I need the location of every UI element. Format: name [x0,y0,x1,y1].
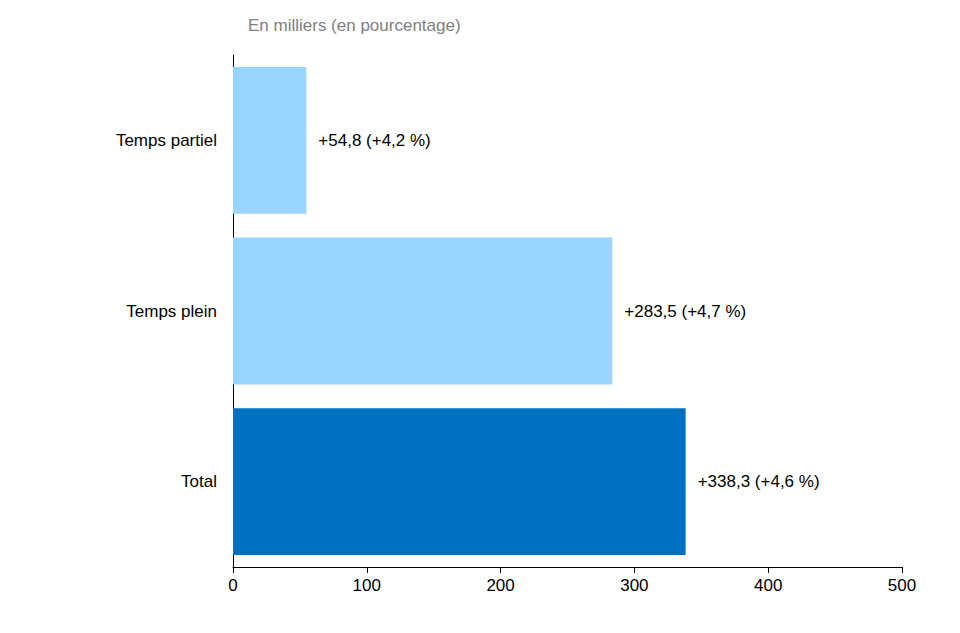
svg-text:Temps partiel: Temps partiel [116,131,217,150]
svg-text:+54,8 (+4,2 %): +54,8 (+4,2 %) [318,131,430,150]
svg-text:+338,3 (+4,6 %): +338,3 (+4,6 %) [698,472,820,491]
svg-text:100: 100 [353,576,381,595]
svg-text:200: 200 [486,576,514,595]
svg-text:300: 300 [620,576,648,595]
svg-text:+283,5 (+4,7 %): +283,5 (+4,7 %) [624,302,746,321]
svg-text:En milliers (en pourcentage): En milliers (en pourcentage) [248,16,461,35]
svg-text:400: 400 [754,576,782,595]
svg-text:Total: Total [181,472,217,491]
svg-text:Temps plein: Temps plein [126,302,217,321]
svg-text:0: 0 [228,576,237,595]
svg-text:500: 500 [888,576,916,595]
